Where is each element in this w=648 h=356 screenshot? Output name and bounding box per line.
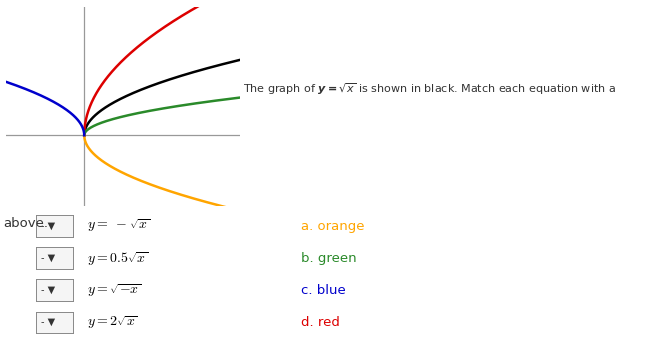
Text: - ▼: - ▼ [41, 253, 54, 263]
Text: d. red: d. red [301, 316, 340, 329]
Text: The graph of $\boldsymbol{y = \sqrt{x}}$ is shown in black. Match each equation : The graph of $\boldsymbol{y = \sqrt{x}}$… [243, 81, 616, 97]
Text: c. blue: c. blue [301, 284, 346, 297]
Text: - ▼: - ▼ [41, 285, 54, 295]
Text: - ▼: - ▼ [41, 317, 54, 327]
Text: $y = \sqrt{-x}$: $y = \sqrt{-x}$ [87, 282, 142, 299]
Text: b. green: b. green [301, 252, 357, 265]
Text: above.: above. [3, 217, 48, 230]
Text: $y = 2\sqrt{x}$: $y = 2\sqrt{x}$ [87, 314, 138, 331]
Text: - ▼: - ▼ [41, 221, 54, 231]
Text: $y = 0.5\sqrt{x}$: $y = 0.5\sqrt{x}$ [87, 250, 149, 267]
Text: $y =\ -\sqrt{x}$: $y =\ -\sqrt{x}$ [87, 218, 151, 235]
Text: a. orange: a. orange [301, 220, 365, 232]
